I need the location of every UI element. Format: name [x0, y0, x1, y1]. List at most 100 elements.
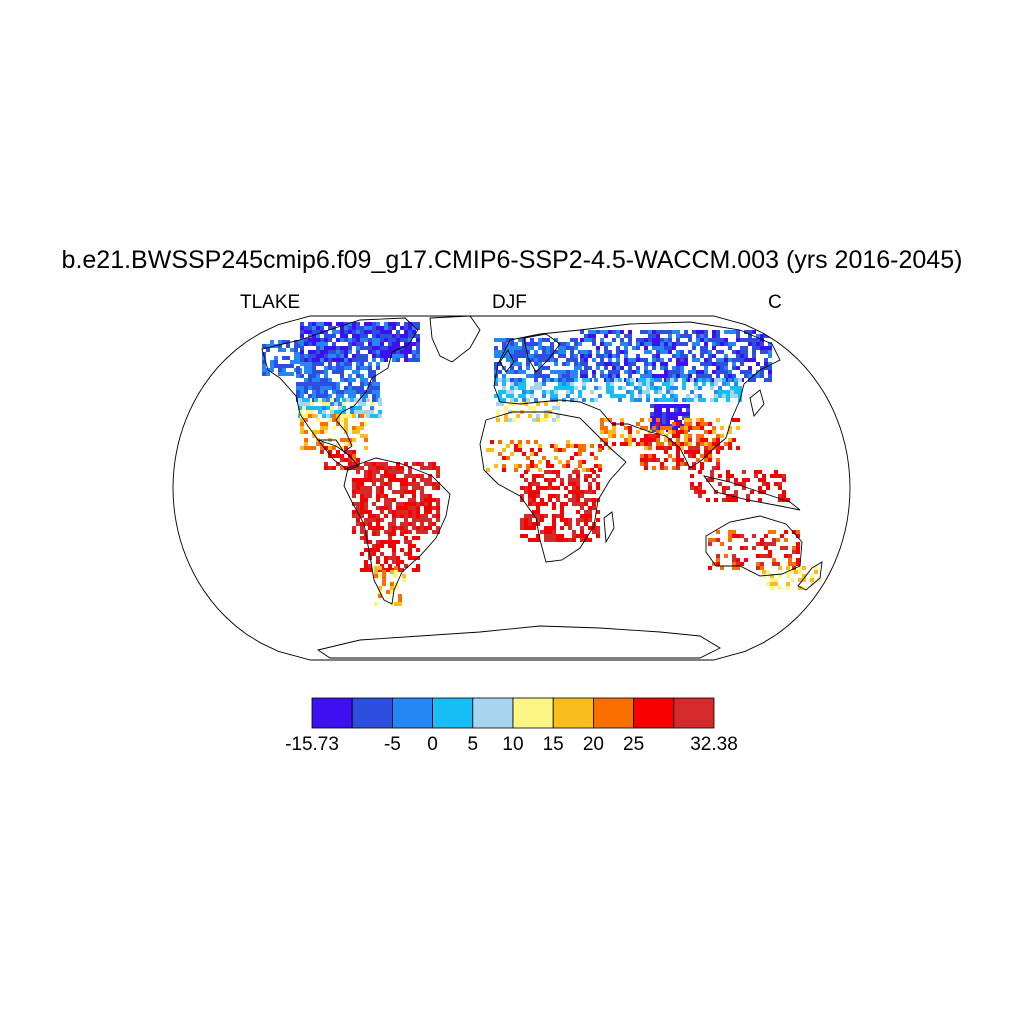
field-cell	[754, 474, 758, 478]
field-cell	[498, 394, 502, 398]
field-cell	[304, 354, 308, 358]
field-cell	[580, 494, 584, 498]
field-cell	[356, 326, 360, 330]
field-cell	[400, 466, 404, 470]
field-cell	[668, 370, 672, 374]
field-cell	[340, 418, 344, 422]
field-cell	[428, 522, 432, 526]
field-cell	[662, 382, 666, 386]
field-cell	[702, 382, 706, 386]
field-cell	[576, 482, 580, 486]
field-cell	[364, 326, 368, 330]
field-cell	[570, 370, 574, 374]
field-cell	[380, 474, 384, 478]
field-cell	[658, 408, 662, 412]
field-cell	[594, 464, 598, 468]
field-cell	[550, 370, 554, 374]
field-cell	[562, 350, 566, 354]
field-cell	[368, 494, 372, 498]
field-cell	[404, 474, 408, 478]
field-cell	[270, 344, 274, 348]
field-cell	[640, 442, 644, 446]
field-cell	[580, 362, 584, 366]
field-cell	[514, 350, 518, 354]
field-cell	[662, 394, 666, 398]
field-cell	[644, 346, 648, 350]
field-cell	[372, 398, 376, 402]
field-cell	[324, 386, 328, 390]
field-cell	[802, 578, 806, 582]
field-cell	[726, 498, 730, 502]
field-cell	[772, 558, 776, 562]
field-cell	[682, 382, 686, 386]
field-cell	[304, 330, 308, 334]
field-cell	[704, 438, 708, 442]
colorbar-box-8	[633, 697, 675, 729]
field-cell	[592, 358, 596, 362]
field-cell	[320, 370, 324, 374]
field-cell	[654, 408, 658, 412]
field-cell	[420, 474, 424, 478]
field-cell	[596, 346, 600, 350]
field-cell	[300, 334, 304, 338]
field-cell	[666, 416, 670, 420]
field-cell	[356, 522, 360, 526]
field-cell	[544, 478, 548, 482]
field-cell	[782, 490, 786, 494]
field-cell	[570, 382, 574, 386]
field-cell	[396, 466, 400, 470]
field-cell	[568, 526, 572, 530]
field-cell	[320, 390, 324, 394]
field-cell	[736, 350, 740, 354]
field-cell	[680, 446, 684, 450]
field-cell	[312, 342, 316, 346]
field-cell	[576, 478, 580, 482]
field-cell	[708, 566, 712, 570]
field-cell	[392, 498, 396, 502]
field-cell	[768, 362, 772, 366]
field-cell	[680, 334, 684, 338]
field-cell	[312, 334, 316, 338]
field-cell	[364, 378, 368, 382]
field-cell	[312, 434, 316, 438]
field-cell	[340, 426, 344, 430]
field-cell	[376, 386, 380, 390]
field-cell	[530, 448, 534, 452]
field-cell	[428, 518, 432, 522]
field-cell	[724, 338, 728, 342]
field-cell	[716, 530, 720, 534]
field-cell	[660, 342, 664, 346]
field-cell	[792, 530, 796, 534]
field-cell	[364, 510, 368, 514]
field-cell	[416, 526, 420, 530]
field-cell	[398, 602, 402, 606]
field-cell	[616, 334, 620, 338]
field-cell	[634, 398, 638, 402]
field-cell	[692, 354, 696, 358]
field-cell	[416, 334, 420, 338]
field-cell	[400, 470, 404, 474]
field-cell	[388, 334, 392, 338]
field-cell	[360, 478, 364, 482]
field-cell	[604, 430, 608, 434]
field-cell	[538, 362, 542, 366]
field-cell	[796, 534, 800, 538]
field-cell	[656, 346, 660, 350]
field-cell	[498, 370, 502, 374]
field-cell	[580, 526, 584, 530]
field-cell	[628, 430, 632, 434]
field-cell	[404, 342, 408, 346]
field-cell	[724, 366, 728, 370]
field-cell	[380, 482, 384, 486]
field-cell	[360, 330, 364, 334]
field-cell	[298, 402, 302, 406]
field-cell	[720, 446, 724, 450]
field-cell	[664, 426, 668, 430]
field-cell	[748, 338, 752, 342]
field-cell	[670, 382, 674, 386]
field-cell	[432, 462, 436, 466]
field-cell	[712, 430, 716, 434]
field-cell	[556, 418, 560, 422]
field-cell	[672, 434, 676, 438]
field-cell	[364, 486, 368, 490]
